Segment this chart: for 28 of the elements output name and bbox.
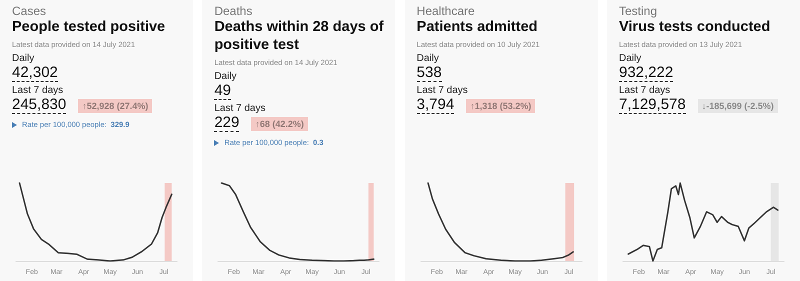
chart-subtitle: Testing xyxy=(618,4,658,18)
text: 538 xyxy=(416,64,442,82)
text: ↑1,318 (53.2%) xyxy=(466,99,536,113)
text: 245,830 xyxy=(12,96,66,114)
text: Last 7 days xyxy=(618,85,672,96)
text: ↑68 (42.2%) xyxy=(251,117,308,131)
chart-subtitle: Cases xyxy=(12,4,48,18)
text: Daily xyxy=(618,53,642,64)
text: 7,129,578 xyxy=(618,96,686,114)
text: 42,302 xyxy=(12,64,58,82)
text: Daily xyxy=(214,71,238,82)
text: 3,794 xyxy=(416,96,454,114)
text: ↑52,928 (27.4%) xyxy=(78,99,152,113)
text: Daily xyxy=(416,53,440,64)
text: Last 7 days xyxy=(214,103,266,114)
chart-title: Patients admitted xyxy=(416,18,539,36)
text: Last 7 days xyxy=(416,85,469,96)
text: Last 7 days xyxy=(12,85,64,96)
text: Daily xyxy=(12,53,36,64)
chart-title: Deaths within 28 days of positive test xyxy=(214,18,385,54)
chart-subtitle: Healthcare xyxy=(416,4,476,18)
text: 932,222 xyxy=(618,64,674,82)
chart-title: People tested positive xyxy=(12,18,166,36)
chart-subtitle: Deaths xyxy=(214,4,254,18)
text: 49 xyxy=(214,82,232,100)
text: 229 xyxy=(214,114,240,132)
text: ↓-185,699 (-2.5%) xyxy=(698,99,778,113)
chart-title: Virus tests conducted xyxy=(618,18,772,36)
